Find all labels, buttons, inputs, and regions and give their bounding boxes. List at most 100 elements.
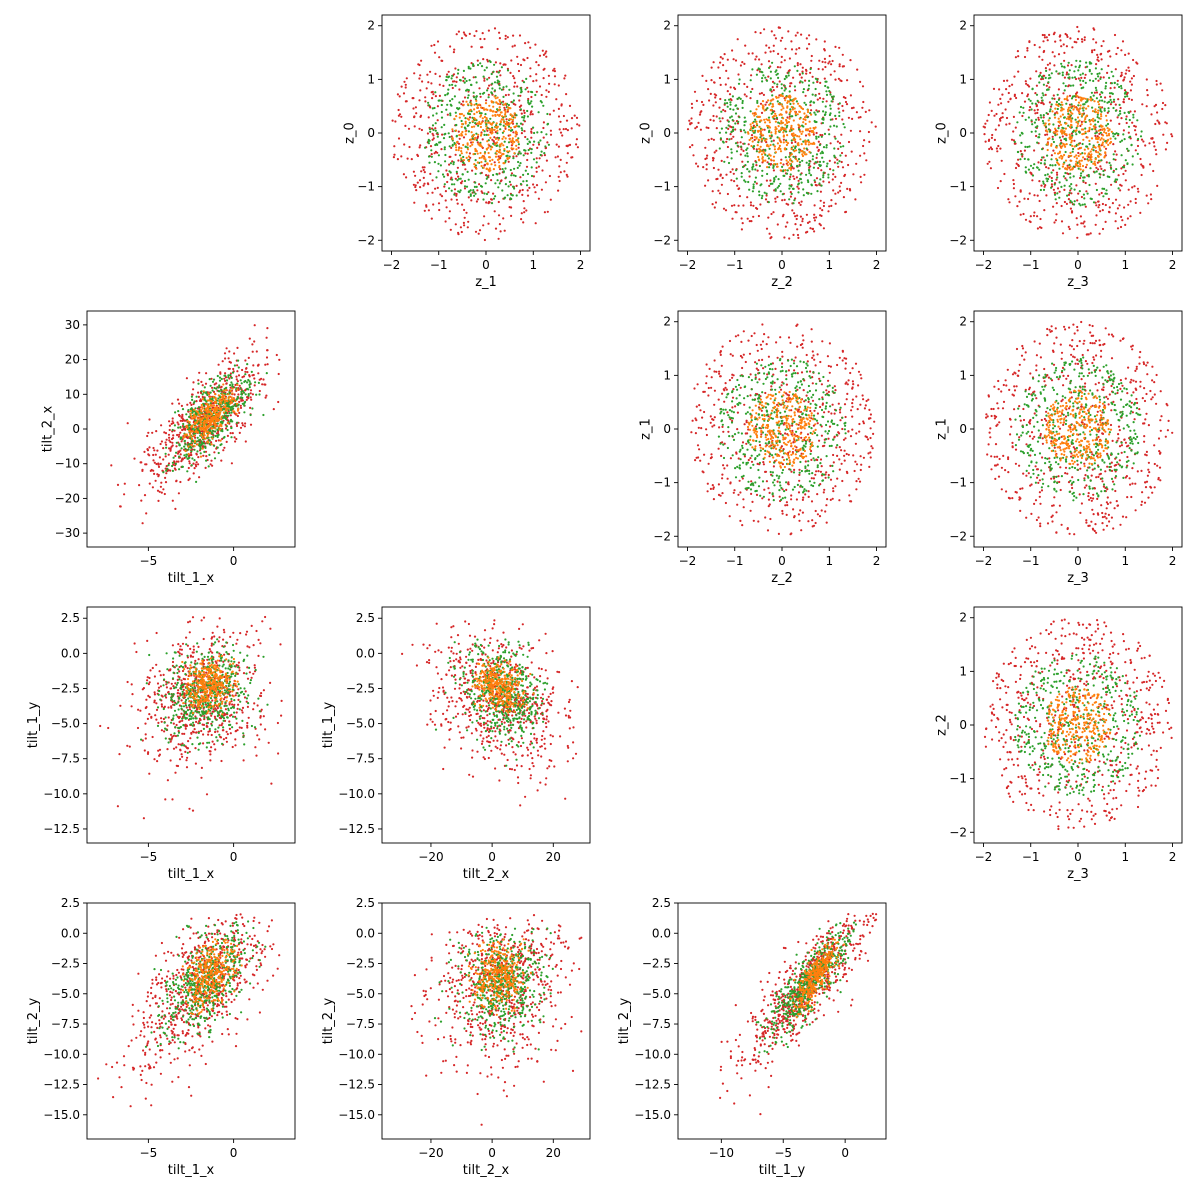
data-point (440, 110, 443, 114)
data-point (169, 449, 172, 452)
data-point (799, 138, 802, 141)
data-point (803, 101, 806, 104)
data-point (997, 144, 1000, 148)
data-point (1065, 179, 1068, 182)
data-point (534, 191, 537, 194)
data-point (758, 194, 761, 197)
data-point (798, 117, 801, 120)
data-point (1037, 118, 1040, 121)
data-point (459, 181, 463, 184)
data-point (446, 73, 449, 76)
data-point (1041, 148, 1044, 151)
data-point (464, 130, 467, 133)
data-point (1030, 119, 1033, 122)
data-point (1057, 117, 1060, 120)
data-point (236, 364, 239, 367)
data-point (460, 125, 463, 128)
data-point (743, 129, 746, 132)
data-point (817, 67, 820, 71)
data-point (772, 89, 775, 92)
data-point (510, 121, 513, 124)
data-point (1014, 195, 1017, 198)
data-point (1058, 190, 1061, 193)
data-point (743, 62, 746, 65)
data-point (1111, 92, 1114, 95)
data-point (754, 118, 757, 121)
data-point (1006, 79, 1009, 82)
data-point (463, 216, 466, 219)
data-point (1045, 112, 1048, 115)
data-point (489, 60, 492, 64)
data-point (1081, 164, 1085, 168)
data-point (195, 480, 198, 483)
data-point (474, 149, 477, 153)
data-point (760, 70, 763, 73)
data-point (1050, 72, 1053, 75)
data-point (1063, 65, 1066, 68)
data-point (527, 41, 530, 44)
data-point (1036, 99, 1039, 102)
data-point (439, 141, 442, 144)
data-point (407, 127, 411, 130)
data-point (818, 59, 821, 62)
data-point (229, 374, 232, 377)
data-point (476, 198, 480, 201)
data-point (1016, 121, 1019, 124)
data-point (526, 142, 529, 145)
data-point (570, 156, 573, 159)
data-point (237, 374, 241, 377)
data-point (433, 51, 437, 54)
data-point (719, 137, 723, 140)
data-point (563, 170, 566, 173)
data-point (805, 153, 808, 156)
data-point (215, 382, 218, 385)
data-point (419, 89, 422, 92)
data-point (740, 175, 743, 178)
data-point (840, 160, 843, 164)
data-point (1097, 200, 1100, 203)
data-point (523, 211, 526, 214)
data-point (852, 173, 855, 176)
data-point (467, 94, 470, 97)
data-point (1154, 122, 1157, 126)
data-point (160, 491, 163, 494)
data-point (1068, 191, 1071, 194)
data-point (501, 189, 504, 192)
data-point (785, 172, 789, 175)
data-point (487, 191, 490, 194)
data-point (514, 130, 518, 133)
data-point (790, 164, 793, 167)
data-point (532, 175, 536, 178)
data-point (436, 119, 439, 122)
data-point (1099, 165, 1102, 168)
data-point (491, 87, 494, 90)
data-point (781, 92, 784, 95)
data-point (1080, 146, 1083, 149)
data-point (527, 97, 530, 101)
data-point (527, 148, 530, 152)
data-point (794, 34, 797, 37)
data-point (448, 210, 451, 213)
data-point (522, 109, 526, 112)
data-point (726, 102, 729, 105)
data-point (813, 111, 816, 114)
data-point (710, 79, 713, 82)
data-point (707, 88, 710, 91)
data-point (773, 145, 776, 148)
data-point (796, 113, 799, 116)
data-point (190, 403, 193, 406)
data-point (509, 126, 512, 129)
data-point (864, 110, 867, 113)
data-point (749, 79, 752, 82)
data-point (1109, 164, 1112, 167)
data-point (507, 93, 510, 96)
data-point (828, 205, 831, 208)
data-point (809, 174, 813, 177)
data-point (1164, 104, 1167, 107)
data-point (160, 440, 163, 443)
data-point (776, 223, 779, 226)
data-point (1084, 97, 1087, 100)
data-point (819, 152, 822, 155)
data-point (793, 212, 796, 215)
data-point (997, 103, 1000, 106)
